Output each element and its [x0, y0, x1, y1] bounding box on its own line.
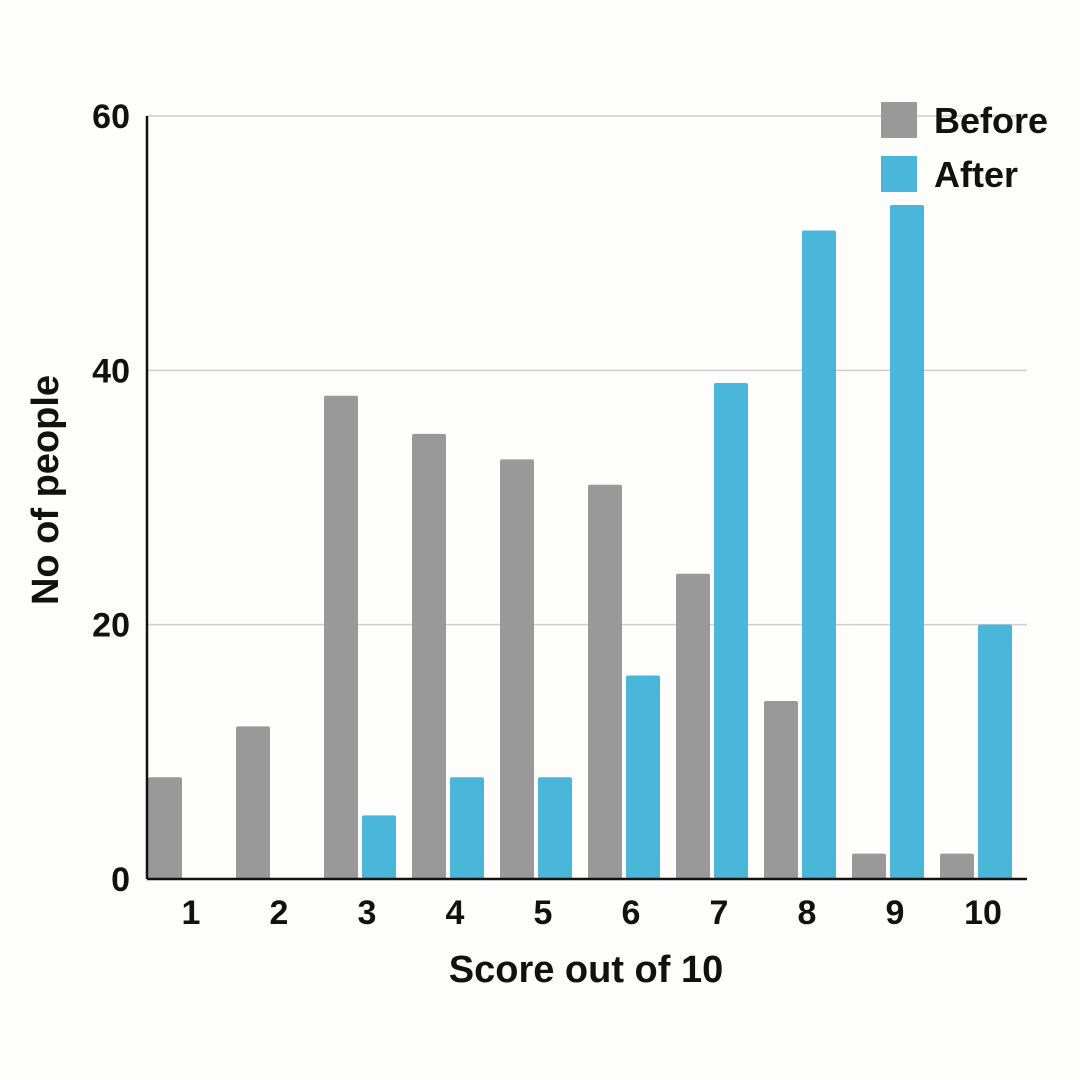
- x-tick-label-3: 3: [358, 894, 377, 932]
- y-tick-label-40: 40: [92, 352, 130, 390]
- bar-before-2: [236, 726, 270, 879]
- bar-before-6: [588, 484, 622, 879]
- x-tick-label-7: 7: [710, 894, 729, 932]
- bar-before-7: [676, 573, 710, 879]
- y-axis-title: No of people: [25, 375, 67, 605]
- bars: [148, 205, 1012, 879]
- x-tick-label-4: 4: [446, 894, 465, 932]
- bar-before-4: [412, 433, 446, 879]
- bar-after-7: [714, 383, 748, 879]
- bar-after-5: [538, 777, 572, 879]
- bar-before-1: [148, 777, 182, 879]
- x-tick-label-5: 5: [534, 894, 553, 932]
- bar-before-8: [764, 700, 798, 879]
- axes: [145, 116, 1027, 881]
- y-tick-label-20: 20: [92, 607, 130, 645]
- bar-before-9: [852, 853, 886, 879]
- bar-after-9: [890, 205, 924, 879]
- bar-before-10: [940, 853, 974, 879]
- y-tick-label-60: 60: [92, 98, 130, 136]
- y-tick-label-0: 0: [111, 861, 130, 899]
- x-tick-label-6: 6: [622, 894, 641, 932]
- x-tick-label-10: 10: [964, 894, 1002, 932]
- legend: Before After: [881, 100, 1048, 195]
- legend-swatch-after: [881, 156, 917, 192]
- legend-label-after: After: [934, 154, 1018, 195]
- x-tick-label-9: 9: [886, 894, 905, 932]
- bar-before-3: [324, 395, 358, 879]
- bar-after-3: [362, 815, 396, 879]
- bar-after-6: [626, 675, 660, 879]
- bar-after-10: [978, 624, 1012, 879]
- x-tick-label-8: 8: [798, 894, 817, 932]
- x-tick-labels: 1 2 3 4 5 6 7 8 9 10: [182, 894, 1002, 932]
- x-axis-title: Score out of 10: [449, 949, 724, 991]
- x-tick-label-2: 2: [270, 894, 289, 932]
- bar-before-5: [500, 459, 534, 879]
- bar-after-4: [450, 777, 484, 879]
- bar-after-8: [802, 230, 836, 879]
- y-tick-labels: 0 20 40 60: [92, 98, 130, 899]
- legend-label-before: Before: [934, 100, 1048, 141]
- x-tick-label-1: 1: [182, 894, 201, 932]
- gridlines: [147, 115, 1027, 626]
- legend-swatch-before: [881, 102, 917, 138]
